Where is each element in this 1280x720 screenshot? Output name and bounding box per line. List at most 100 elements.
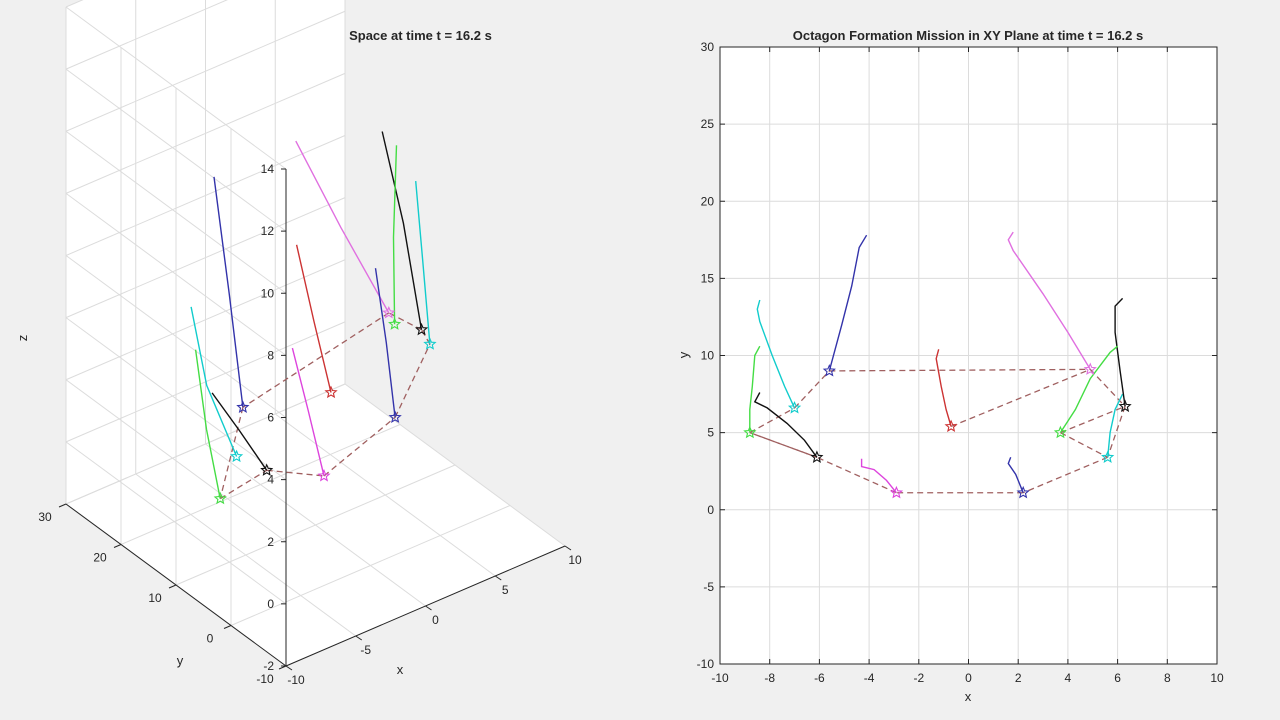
y-tick-label-3d: 0	[207, 632, 214, 646]
x-tick-label-3d: 10	[568, 553, 582, 567]
y-tick-mark-3d	[223, 625, 232, 629]
y-tick-mark-3d	[58, 503, 67, 508]
axes-2d-tick-labels: -10 -8 -6 -4 -2 0 2 4 6 8 10 -10 -5 0 5 10 15 20 25 30	[697, 40, 1224, 685]
agent-trajectory	[756, 299, 796, 409]
gridline-3d	[65, 135, 346, 256]
chart-3d-zlabel: z	[15, 335, 30, 342]
x-tick-mark-3d	[564, 545, 572, 551]
y-tick-label: 20	[701, 194, 715, 208]
agent-trajectory-3d	[415, 181, 431, 345]
y-tick-mark-3d	[113, 544, 122, 548]
x-tick-label-3d: -10	[287, 673, 305, 687]
x-tick-mark-3d	[425, 605, 432, 611]
axes-2d[interactable]: Octagon Formation Mission in XY Plane at…	[676, 28, 1224, 704]
gridline-3d	[65, 10, 346, 132]
agent-marker-3d	[236, 400, 250, 413]
gridline-3d	[65, 259, 346, 381]
gridline-3d	[175, 464, 456, 586]
axes-2d-data	[743, 231, 1132, 499]
gridline-3d	[65, 197, 346, 319]
z-tick-label-3d: 10	[261, 286, 275, 300]
agent-trajectory-3d	[295, 140, 390, 314]
formation-edge	[1022, 456, 1108, 494]
chart-3d-ylabel: y	[177, 653, 184, 668]
agent-marker-3d	[324, 385, 338, 399]
formation-edge-3d	[323, 416, 396, 477]
agent-marker-3d	[423, 337, 437, 350]
agent-trajectory	[1107, 393, 1124, 458]
formation-edge-3d	[242, 312, 390, 408]
gridline-3d	[65, 379, 287, 543]
gridline-3d	[65, 72, 346, 194]
formation-edge	[794, 370, 830, 409]
gridline-3d	[65, 317, 287, 481]
formation-edge-3d	[219, 469, 268, 500]
gridline-3d	[120, 424, 401, 545]
formation-edge	[749, 407, 795, 434]
agent-marker-3d	[229, 449, 244, 463]
agent-marker	[822, 363, 836, 377]
y-tick-label-3d: -10	[256, 672, 274, 686]
agent-trajectory	[749, 345, 761, 433]
formation-edge	[829, 368, 1091, 372]
y-tick-label: 25	[701, 117, 715, 131]
y-tick-label: 15	[701, 271, 715, 285]
axes-3d-tick-labels: -10 -5 0 5 10 -10 0 10 20 30 -2 0 2 4 6 8 10 12 14	[38, 162, 582, 687]
x-tick-label: 10	[1210, 671, 1224, 685]
formation-edge	[749, 432, 818, 458]
agent-trajectory	[828, 234, 868, 372]
agent-marker-3d	[213, 491, 227, 505]
y-tick-label-3d: 30	[38, 510, 52, 524]
chart-3d-xlabel: x	[397, 662, 404, 677]
agent-trajectory	[1114, 297, 1126, 407]
gridline-3d	[230, 505, 511, 626]
agent-marker-3d	[388, 410, 402, 423]
z-tick-label-3d: 2	[267, 535, 274, 549]
agent-marker	[787, 400, 802, 414]
y-tick-label: 30	[701, 40, 715, 54]
agent-marker	[889, 485, 904, 499]
z-tick-label-3d: 8	[267, 348, 274, 362]
x-tick-label: -6	[814, 671, 825, 685]
x-tick-mark-3d	[285, 665, 293, 671]
formation-edge	[950, 368, 1091, 428]
agent-marker-3d	[388, 317, 402, 330]
agent-trajectory-3d	[291, 347, 325, 477]
agent-trajectory-3d	[381, 131, 423, 330]
chart-2d-title: Octagon Formation Mission in XY Plane at…	[793, 28, 1144, 43]
z-tick-label-3d: 14	[261, 162, 275, 176]
agent-marker-3d	[317, 468, 331, 482]
x-tick-mark-3d	[494, 575, 502, 581]
x-tick-mark-3d	[355, 635, 363, 641]
agent-marker	[1053, 425, 1068, 439]
chart-2d-xlabel: x	[965, 689, 972, 704]
gridline-3d	[65, 6, 287, 170]
agent-trajectory	[753, 392, 818, 458]
agent-trajectory	[935, 349, 952, 427]
agent-trajectory-3d	[190, 306, 238, 457]
formation-edge	[1060, 405, 1126, 434]
x-tick-label-3d: 0	[432, 613, 439, 627]
z-tick-label-3d: 6	[267, 411, 274, 425]
y-tick-label: 5	[707, 426, 714, 440]
axes-3d-grid	[65, 0, 566, 667]
y-tick-label: 10	[701, 349, 715, 363]
agent-trajectory-3d	[213, 176, 244, 408]
agent-marker-3d	[382, 305, 396, 319]
x-tick-label: 4	[1065, 671, 1072, 685]
x-tick-label-3d: -5	[360, 643, 371, 657]
formation-edge-3d	[394, 343, 431, 418]
z-tick-label-3d: 0	[267, 597, 274, 611]
axes-3d[interactable]: Octagon Formation Mission in 3D Space at…	[15, 0, 582, 687]
x-tick-label: -4	[864, 671, 875, 685]
y-tick-label: -5	[703, 580, 714, 594]
gridline-3d	[65, 255, 287, 418]
axes-3d-data	[190, 131, 437, 505]
agent-marker	[944, 419, 958, 433]
z-tick-label-3d: 4	[267, 473, 274, 487]
agent-marker	[1118, 399, 1132, 413]
x-tick-label: 6	[1114, 671, 1121, 685]
formation-edge	[816, 456, 897, 494]
x-tick-label: 2	[1015, 671, 1022, 685]
x-tick-label: 0	[965, 671, 972, 685]
